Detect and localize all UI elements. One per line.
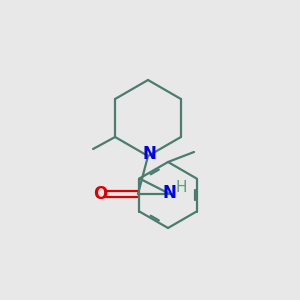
- Text: O: O: [93, 185, 107, 203]
- Text: N: N: [162, 184, 176, 202]
- Text: N: N: [142, 145, 156, 163]
- Text: H: H: [175, 181, 187, 196]
